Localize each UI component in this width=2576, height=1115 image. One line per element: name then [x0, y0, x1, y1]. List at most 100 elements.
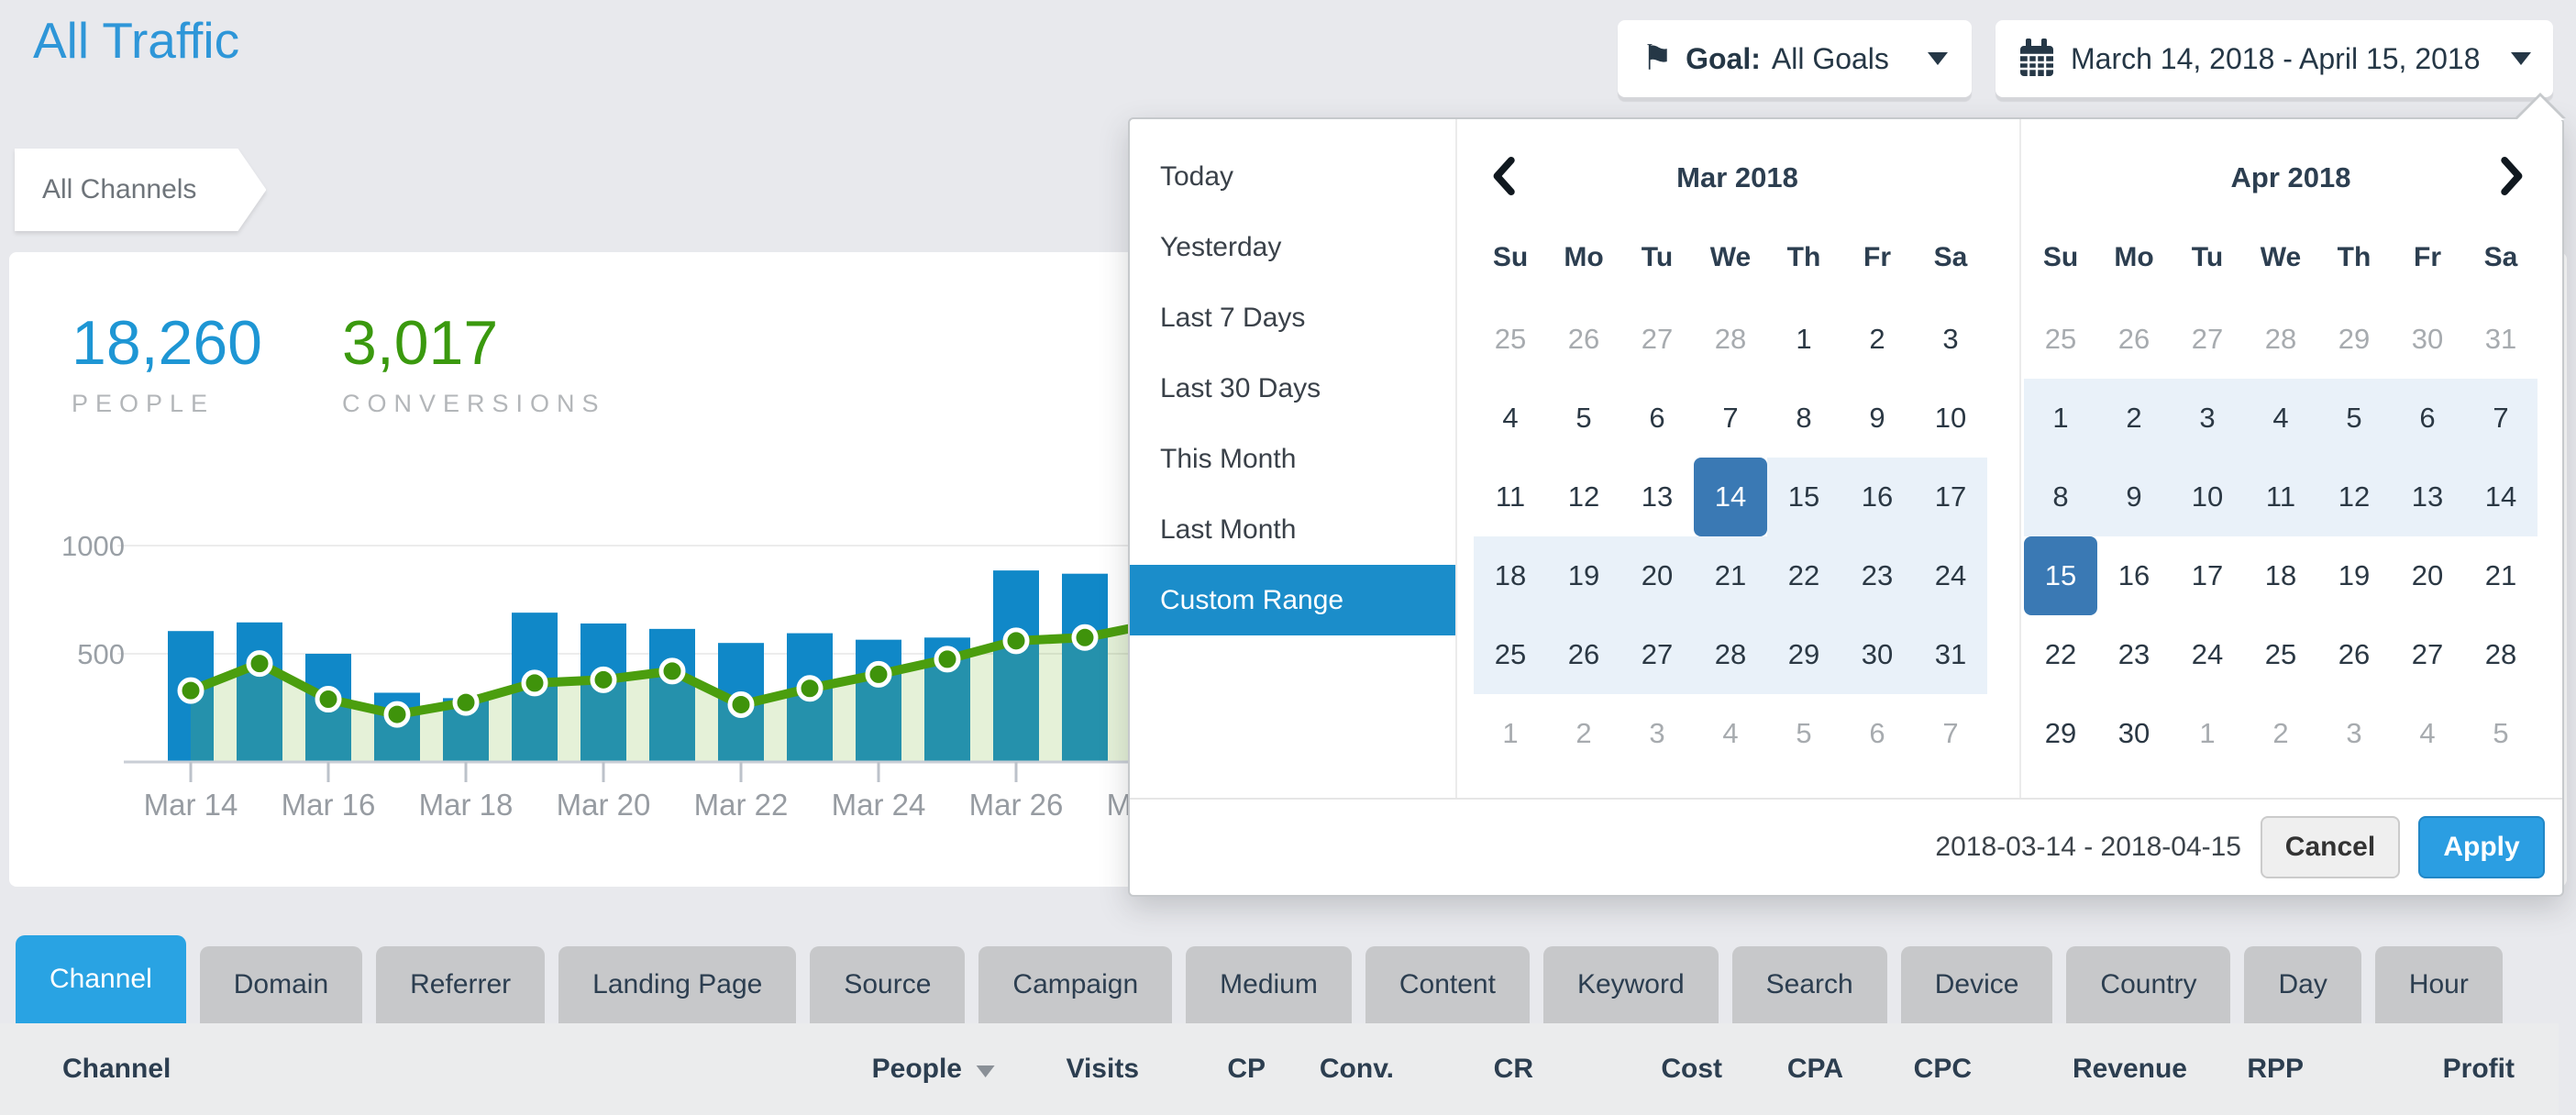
calendar-day[interactable]: 6: [2391, 379, 2464, 458]
tab-country[interactable]: Country: [2066, 946, 2231, 1023]
calendar-day[interactable]: 31: [1914, 615, 1987, 694]
date-range-button[interactable]: March 14, 2018 - April 15, 2018: [1996, 20, 2553, 97]
calendar-day[interactable]: 5: [1796, 717, 1812, 749]
calendar-day[interactable]: 4: [2244, 379, 2317, 458]
calendar-day[interactable]: 3: [2346, 717, 2362, 749]
calendar-day[interactable]: 19: [1547, 536, 1620, 615]
calendar-day[interactable]: 2: [1869, 323, 1885, 355]
calendar-day[interactable]: 27: [1641, 323, 1674, 355]
calendar-day[interactable]: 31: [2484, 323, 2517, 355]
calendar-day[interactable]: 4: [1722, 717, 1739, 749]
column-header-rpp[interactable]: RPP: [2247, 1054, 2304, 1084]
column-header-cpa[interactable]: CPA: [1786, 1054, 1843, 1084]
calendar-day[interactable]: 6: [1869, 717, 1885, 749]
column-header-people[interactable]: People: [872, 1023, 995, 1115]
tab-medium[interactable]: Medium: [1186, 946, 1352, 1023]
calendar-day[interactable]: 24: [2191, 638, 2224, 670]
calendar-day[interactable]: 28: [1694, 615, 1767, 694]
calendar-day[interactable]: 10: [2171, 458, 2244, 536]
calendar-day[interactable]: 2: [2097, 379, 2171, 458]
calendar-day[interactable]: 9: [1869, 402, 1885, 434]
calendar-day[interactable]: 20: [1620, 536, 1694, 615]
calendar-day[interactable]: 12: [2317, 458, 2391, 536]
calendar-day[interactable]: 27: [1620, 615, 1694, 694]
tab-campaign[interactable]: Campaign: [978, 946, 1173, 1023]
calendar-day[interactable]: 25: [2264, 638, 2297, 670]
calendar-day[interactable]: 27: [2411, 638, 2444, 670]
tab-device[interactable]: Device: [1900, 946, 2053, 1023]
calendar-day[interactable]: 15: [1767, 458, 1841, 536]
next-month-button[interactable]: [2489, 154, 2533, 198]
calendar-day[interactable]: 7: [2464, 379, 2537, 458]
preset-this-month[interactable]: This Month: [1160, 444, 1297, 474]
calendar-day[interactable]: 16: [1841, 458, 1914, 536]
calendar-day[interactable]: 3: [1649, 717, 1665, 749]
calendar-day[interactable]: 8: [1796, 402, 1812, 434]
tab-keyword[interactable]: Keyword: [1542, 946, 1719, 1023]
column-header-profit[interactable]: Profit: [2442, 1054, 2515, 1084]
calendar-day[interactable]: 27: [2191, 323, 2224, 355]
tab-day[interactable]: Day: [2244, 946, 2361, 1023]
preset-yesterday[interactable]: Yesterday: [1160, 232, 1282, 262]
tab-channel[interactable]: Channel: [16, 935, 186, 1023]
tab-search[interactable]: Search: [1731, 946, 1887, 1023]
calendar-day[interactable]: 26: [2117, 323, 2150, 355]
calendar-day[interactable]: 21: [1694, 536, 1767, 615]
calendar-day[interactable]: 28: [2484, 638, 2517, 670]
preset-custom-range[interactable]: Custom Range: [1130, 565, 1455, 635]
preset-today[interactable]: Today: [1160, 161, 1234, 192]
calendar-day[interactable]: 26: [1567, 323, 1600, 355]
calendar-day[interactable]: 2: [2272, 717, 2289, 749]
calendar-day[interactable]: 28: [2264, 323, 2297, 355]
calendar-day[interactable]: 30: [1841, 615, 1914, 694]
calendar-day[interactable]: 2: [1575, 717, 1592, 749]
column-header-cost[interactable]: Cost: [1661, 1054, 1722, 1084]
calendar-day[interactable]: 29: [2338, 323, 2371, 355]
calendar-day[interactable]: 14: [1694, 458, 1767, 536]
calendar-day[interactable]: 29: [2044, 717, 2077, 749]
column-header-conv-[interactable]: Conv.: [1319, 1054, 1394, 1084]
calendar-day[interactable]: 5: [2317, 379, 2391, 458]
calendar-day[interactable]: 26: [2338, 638, 2371, 670]
tab-referrer[interactable]: Referrer: [376, 946, 546, 1023]
calendar-day[interactable]: 23: [1841, 536, 1914, 615]
calendar-day[interactable]: 12: [1567, 480, 1600, 513]
calendar-day[interactable]: 17: [1914, 458, 1987, 536]
calendar-day[interactable]: 11: [2244, 458, 2317, 536]
calendar-day[interactable]: 7: [1942, 717, 1959, 749]
calendar-day[interactable]: 10: [1934, 402, 1967, 434]
tab-content[interactable]: Content: [1365, 946, 1530, 1023]
prev-month-button[interactable]: [1483, 154, 1527, 198]
column-header-visits[interactable]: Visits: [1066, 1054, 1140, 1084]
preset-last-7-days[interactable]: Last 7 Days: [1160, 303, 1306, 333]
calendar-day[interactable]: 15: [2024, 536, 2097, 615]
tab-landing-page[interactable]: Landing Page: [558, 946, 797, 1023]
calendar-day[interactable]: 13: [1641, 480, 1674, 513]
calendar-day[interactable]: 17: [2191, 559, 2224, 591]
calendar-day[interactable]: 20: [2411, 559, 2444, 591]
goal-selector-button[interactable]: ⚑ Goal: All Goals: [1618, 20, 1972, 97]
calendar-day[interactable]: 11: [1495, 480, 1526, 513]
calendar-day[interactable]: 19: [2338, 559, 2371, 591]
calendar-day[interactable]: 28: [1714, 323, 1747, 355]
calendar-day[interactable]: 18: [2264, 559, 2297, 591]
calendar-day[interactable]: 1: [1796, 323, 1812, 355]
calendar-day[interactable]: 30: [2411, 323, 2444, 355]
calendar-day[interactable]: 5: [2493, 717, 2509, 749]
calendar-day[interactable]: 1: [1502, 717, 1519, 749]
calendar-day[interactable]: 16: [2117, 559, 2150, 591]
tab-domain[interactable]: Domain: [199, 946, 363, 1023]
apply-button[interactable]: Apply: [2418, 816, 2545, 878]
calendar-day[interactable]: 4: [2419, 717, 2436, 749]
calendar-day[interactable]: 21: [2484, 559, 2517, 591]
calendar-day[interactable]: 4: [1502, 402, 1519, 434]
tab-hour[interactable]: Hour: [2374, 946, 2503, 1023]
calendar-day[interactable]: 23: [2117, 638, 2150, 670]
preset-last-30-days[interactable]: Last 30 Days: [1160, 373, 1321, 403]
calendar-day[interactable]: 22: [1767, 536, 1841, 615]
calendar-day[interactable]: 8: [2024, 458, 2097, 536]
calendar-day[interactable]: 24: [1914, 536, 1987, 615]
calendar-day[interactable]: 25: [2044, 323, 2077, 355]
calendar-day[interactable]: 30: [2117, 717, 2150, 749]
calendar-day[interactable]: 1: [2024, 379, 2097, 458]
